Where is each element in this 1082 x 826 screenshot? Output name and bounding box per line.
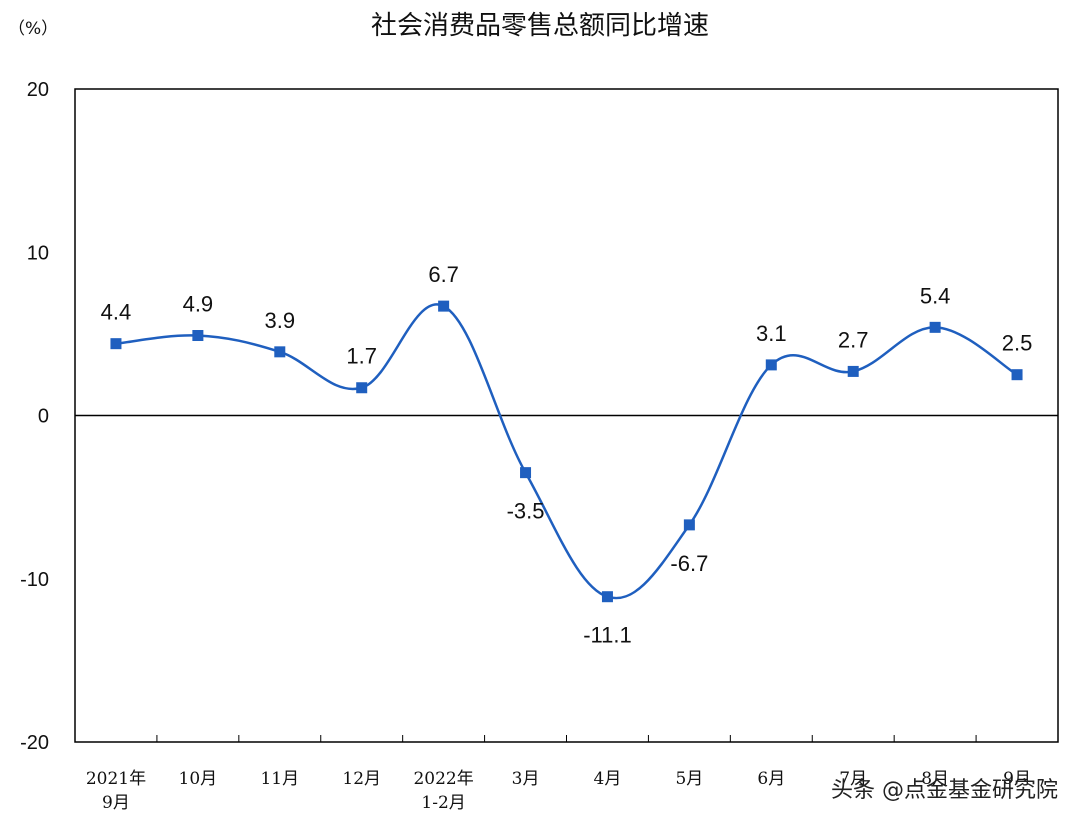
- x-tick-label: 10月: [179, 769, 218, 789]
- data-label: 4.9: [183, 292, 214, 317]
- x-tick-label: 12月: [342, 769, 381, 789]
- x-tick-label: 7月: [839, 769, 867, 789]
- data-point-marker: [192, 330, 204, 342]
- data-labels: 4.4 4.9 3.9 1.7 6.7 -3.5 -11.1 -6.7 3.1 2.7 5.4 2.5: [101, 262, 1033, 648]
- data-point-marker: [520, 467, 532, 479]
- data-point-marker: [847, 365, 859, 377]
- data-label: 3.1: [756, 321, 787, 346]
- x-tick-label: 4月: [594, 769, 622, 789]
- x-tick-label: 3月: [512, 769, 540, 789]
- data-label: 4.4: [101, 300, 132, 325]
- x-tick-label: 2022年: [413, 769, 473, 789]
- data-point-marker: [356, 382, 368, 394]
- data-point-marker: [765, 359, 777, 371]
- unit-label: （%）: [8, 19, 58, 39]
- series-line-group: [110, 300, 1023, 603]
- x-tick-label: 2021年: [86, 769, 146, 789]
- data-point-marker: [683, 519, 695, 531]
- y-tick-label: 0: [38, 406, 49, 428]
- x-tick-label: 1-2月: [421, 793, 465, 813]
- data-point-marker: [601, 591, 613, 603]
- data-point-marker: [1011, 369, 1023, 381]
- y-tick-label: -20: [20, 732, 49, 754]
- data-point-marker: [274, 346, 286, 358]
- x-tick-label: 11月: [260, 769, 299, 789]
- data-point-marker: [929, 321, 941, 333]
- y-tick-label: -10: [20, 569, 49, 591]
- data-label: 2.5: [1002, 331, 1033, 356]
- x-tick-label: 9月: [1003, 769, 1031, 789]
- data-label: -11.1: [583, 623, 632, 648]
- data-label: -6.7: [670, 551, 708, 576]
- data-label: 6.7: [428, 262, 459, 287]
- data-label: 1.7: [346, 344, 377, 369]
- y-axis: 20 10 0 -10 -20: [20, 79, 49, 754]
- x-tick-label: 8月: [921, 769, 949, 789]
- watermark-text: 头条 @点金基金研究院: [831, 778, 1058, 803]
- x-tick-label: 5月: [675, 769, 703, 789]
- series-line: [115, 303, 1018, 600]
- x-tick-label: 9月: [102, 793, 130, 813]
- data-point-marker: [438, 300, 450, 312]
- x-axis: 2021年 9月 10月 11月 12月 2022年 1-2月 3月 4月 5月 6月 7月 8月 9月: [86, 735, 1031, 813]
- data-label: 5.4: [920, 283, 951, 308]
- y-tick-label: 20: [27, 79, 49, 101]
- data-label: 2.7: [838, 327, 869, 352]
- y-tick-label: 10: [27, 242, 49, 264]
- chart-title: 社会消费品零售总额同比增速: [371, 11, 709, 41]
- data-point-marker: [110, 338, 122, 350]
- data-label: 3.9: [264, 308, 295, 333]
- data-label: -3.5: [507, 499, 545, 524]
- x-tick-label: 6月: [757, 769, 785, 789]
